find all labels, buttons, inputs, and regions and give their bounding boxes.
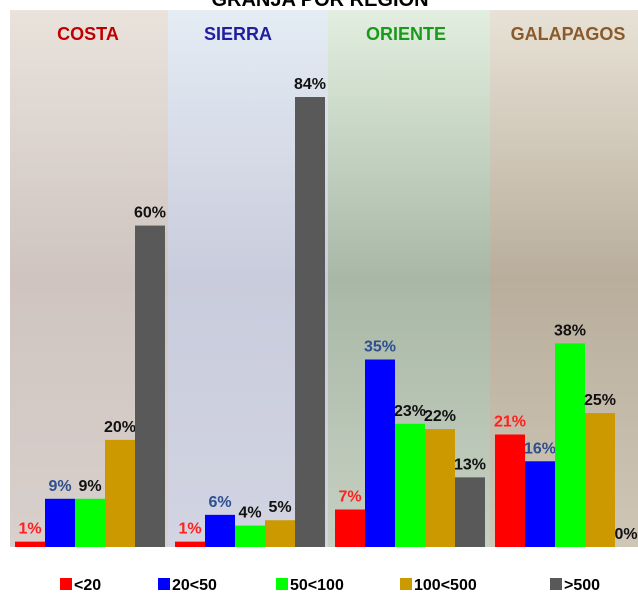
bar [335, 510, 365, 548]
legend-label: 20<50 [172, 577, 217, 593]
bar [365, 360, 395, 548]
value-label: 6% [208, 494, 231, 511]
chart-title: GRANJA POR REGION [211, 0, 428, 11]
bar [455, 477, 485, 547]
value-label: 13% [454, 456, 486, 473]
bar [75, 499, 105, 547]
bar [295, 97, 325, 547]
bar [495, 435, 525, 548]
value-label: 0% [614, 526, 637, 543]
value-label: 22% [424, 408, 456, 425]
value-label: 1% [18, 521, 41, 538]
value-label: 5% [268, 499, 291, 516]
value-label: 60% [134, 205, 166, 222]
page: GRANJA POR REGION COSTA 1% 9% 9% 20% 60% SIERR… [0, 0, 638, 593]
bar [105, 440, 135, 547]
value-label: 20% [104, 419, 136, 436]
bar [425, 429, 455, 547]
value-label: 25% [584, 392, 616, 409]
bar [15, 542, 45, 547]
bar [135, 226, 165, 547]
legend-swatch [400, 578, 412, 590]
value-label: 35% [364, 339, 396, 356]
value-label: 9% [78, 478, 101, 495]
legend-swatch [550, 578, 562, 590]
category-label: COSTA [57, 24, 119, 44]
bar [555, 343, 585, 547]
legend-swatch [158, 578, 170, 590]
value-label: 23% [394, 403, 426, 420]
bar [585, 413, 615, 547]
legend-swatch [276, 578, 288, 590]
value-label: 38% [554, 322, 586, 339]
legend-swatch [60, 578, 72, 590]
value-label: 21% [494, 414, 526, 431]
value-label: 84% [294, 76, 326, 93]
legend-label: >500 [564, 577, 600, 593]
bar [205, 515, 235, 547]
value-label: 7% [338, 489, 361, 506]
legend-label: 50<100 [290, 577, 344, 593]
bar [235, 526, 265, 547]
value-label: 4% [238, 505, 261, 522]
bar [175, 542, 205, 547]
category-label: ORIENTE [366, 24, 446, 44]
category-label: SIERRA [204, 24, 272, 44]
bar [265, 520, 295, 547]
value-label: 16% [524, 440, 556, 457]
legend-label: 100<500 [414, 577, 477, 593]
value-label: 1% [178, 521, 201, 538]
value-label: 9% [48, 478, 71, 495]
category-label: GALAPAGOS [511, 24, 626, 44]
chart: GRANJA POR REGION COSTA 1% 9% 9% 20% 60% SIERR… [0, 0, 638, 593]
bar [45, 499, 75, 547]
legend-label: <20 [74, 577, 101, 593]
bar [525, 461, 555, 547]
bar [395, 424, 425, 547]
